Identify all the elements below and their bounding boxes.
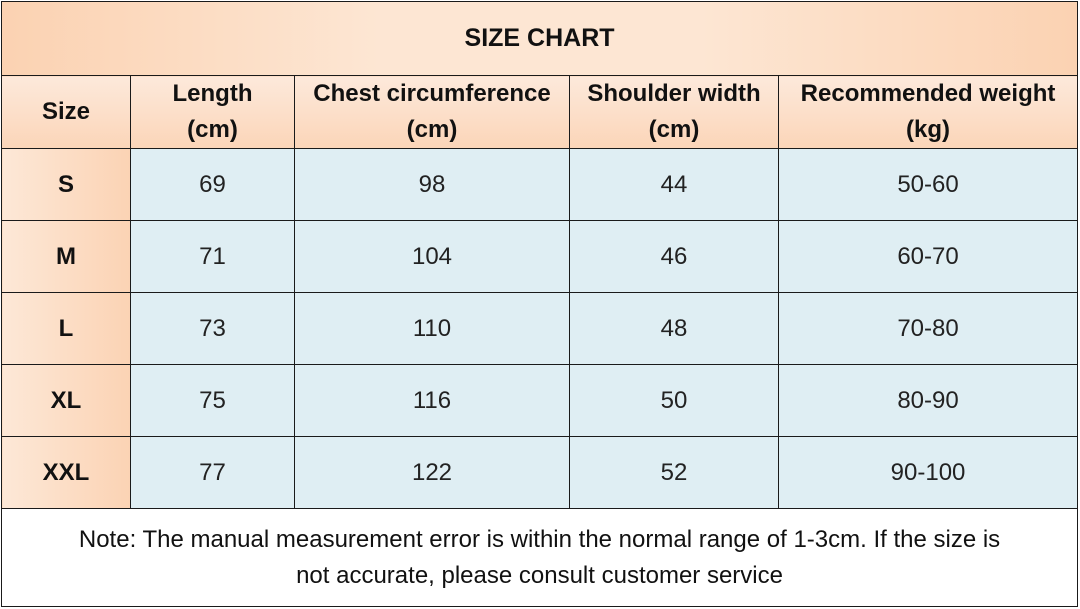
chest-cell: 122 (294, 436, 570, 509)
length-cell: 71 (130, 220, 295, 293)
chest-cell: 104 (294, 220, 570, 293)
header-chest-line2: (cm) (406, 116, 458, 143)
note: Note: The manual measurement error is wi… (0, 508, 1079, 607)
table-row: XXL 77 122 52 90-100 (1, 436, 1079, 509)
chest-cell: 110 (294, 292, 570, 365)
length-cell: 77 (130, 436, 295, 509)
weight-cell: 90-100 (777, 436, 1079, 509)
chest-cell: 116 (294, 364, 570, 437)
header-shoulder-line1: Shoulder width (587, 80, 761, 107)
size-cell: L (1, 292, 131, 365)
note-row: Note: The manual measurement error is wi… (0, 508, 1079, 607)
weight-cell: 80-90 (777, 364, 1079, 437)
shoulder-cell: 48 (569, 292, 779, 365)
length-cell: 75 (130, 364, 295, 437)
table-row: S 69 98 44 50-60 (1, 148, 1079, 221)
header-weight-line2: (kg) (906, 116, 951, 143)
weight-cell: 70-80 (777, 292, 1079, 365)
length-cell: 73 (130, 292, 295, 365)
header-chest-line1: Chest circumference (313, 80, 551, 107)
size-cell: S (1, 148, 131, 221)
chart-title: SIZE CHART (0, 1, 1079, 76)
header-chest: Chest circumference (cm) (294, 75, 570, 149)
header-shoulder-line2: (cm) (648, 116, 700, 143)
title-row: SIZE CHART (0, 1, 1079, 76)
header-length: Length (cm) (130, 75, 295, 149)
shoulder-cell: 44 (569, 148, 779, 221)
header-size: Size (1, 75, 131, 149)
shoulder-cell: 52 (569, 436, 779, 509)
header-shoulder: Shoulder width (cm) (569, 75, 779, 149)
shoulder-cell: 50 (569, 364, 779, 437)
weight-cell: 50-60 (777, 148, 1079, 221)
length-cell: 69 (130, 148, 295, 221)
size-cell: XL (1, 364, 131, 437)
note-line-1: Note: The manual measurement error is wi… (78, 525, 1001, 553)
header-size-label: Size (41, 98, 91, 125)
size-cell: XXL (1, 436, 131, 509)
weight-cell: 60-70 (777, 220, 1079, 293)
header-length-line1: Length (172, 80, 253, 107)
header-row: Size Length (cm) Chest circumference (cm… (1, 75, 1079, 149)
table-row: XL 75 116 50 80-90 (1, 364, 1079, 437)
header-length-line2: (cm) (187, 116, 238, 143)
table-row: M 71 104 46 60-70 (1, 220, 1079, 293)
table-row: L 73 110 48 70-80 (1, 292, 1079, 365)
size-cell: M (1, 220, 131, 293)
note-line-2: not accurate, please consult customer se… (296, 561, 783, 589)
header-weight-line1: Recommended weight (800, 80, 1056, 107)
header-weight: Recommended weight (kg) (777, 75, 1079, 149)
chest-cell: 98 (294, 148, 570, 221)
shoulder-cell: 46 (569, 220, 779, 293)
